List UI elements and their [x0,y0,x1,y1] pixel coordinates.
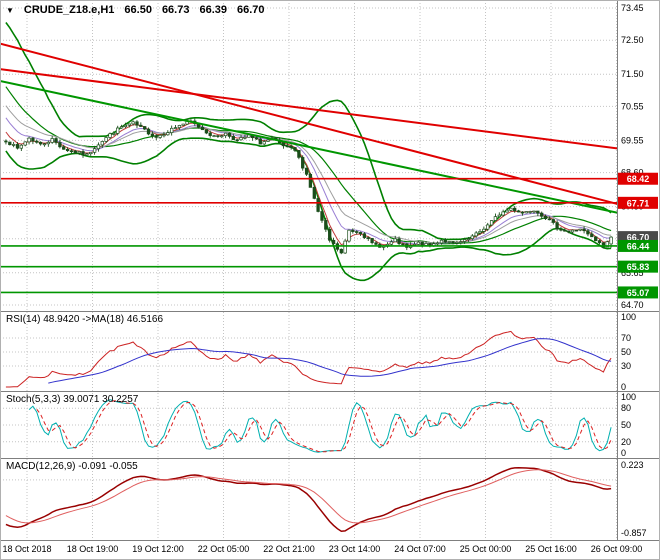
svg-text:70.55: 70.55 [621,101,644,111]
svg-text:50: 50 [621,420,631,430]
svg-text:72.50: 72.50 [621,35,644,45]
price-tag [618,260,658,273]
price-tag-label: 65.07 [627,288,650,298]
svg-text:70: 70 [621,333,631,343]
stoch-panel-layer [28,399,612,453]
candles-layer [4,118,613,255]
trendline-1 [0,42,617,205]
macd-bottom-scale: -0.857 [621,528,647,538]
svg-text:25 Oct 16:00: 25 Oct 16:00 [525,544,577,554]
svg-text:19 Oct 12:00: 19 Oct 12:00 [132,544,184,554]
price-tag-label: 66.70 [627,233,650,243]
rsi-ma-line [48,338,612,384]
macd-top-scale: 0.223 [621,460,644,470]
stoch-d-line [36,400,612,453]
svg-text:64.70: 64.70 [621,300,644,310]
price-tag-label: 65.83 [627,262,650,272]
svg-text:0: 0 [621,448,626,458]
grid-layer [0,0,617,540]
macd-panel-layer [5,467,612,532]
time-axis-hitarea[interactable] [0,540,660,560]
svg-text:100: 100 [621,392,636,402]
rsi-panel-layer [5,330,612,388]
price-tag [618,286,658,299]
trendlines-layer[interactable] [0,42,660,215]
price-tag-label: 67.71 [627,198,650,208]
panel-separators [0,0,660,541]
svg-text:73.45: 73.45 [621,3,644,13]
trendline-0 [0,68,617,150]
main-plot-layer [4,22,613,282]
price-axis-hitarea[interactable] [617,0,660,540]
svg-text:69.55: 69.55 [621,135,644,145]
svg-text:22 Oct 05:00: 22 Oct 05:00 [198,544,250,554]
svg-text:18 Oct 19:00: 18 Oct 19:00 [67,544,119,554]
svg-text:26 Oct 09:00: 26 Oct 09:00 [591,544,643,554]
svg-text:30: 30 [621,361,631,371]
price-tags-layer: 68.42 67.71 66.7066.44 65.83 65.07 [618,172,658,299]
price-tag [618,172,658,185]
price-tag [618,196,658,209]
bollinger-upper-line [5,22,612,241]
svg-text:50: 50 [621,347,631,357]
svg-text:65.65: 65.65 [621,268,644,278]
svg-text:20: 20 [621,437,631,447]
trendline-2 [0,79,617,214]
svg-text:23 Oct 14:00: 23 Oct 14:00 [329,544,381,554]
price-tag-label: 68.42 [627,174,650,184]
svg-text:71.50: 71.50 [621,69,644,79]
price-tag [618,239,658,252]
rsi-line [5,330,612,388]
svg-text:0: 0 [621,382,626,392]
price-levels-layer[interactable] [0,177,617,294]
stoch-k-line [28,399,612,453]
svg-text:18 Oct 2018: 18 Oct 2018 [2,544,51,554]
svg-text:24 Oct 07:00: 24 Oct 07:00 [394,544,446,554]
macd-signal-line [5,469,612,524]
macd-main-line [5,467,612,532]
svg-text:68.60: 68.60 [621,168,644,178]
svg-text:100: 100 [621,312,636,322]
svg-text:80: 80 [621,403,631,413]
price-tag-label: 66.44 [627,241,650,251]
svg-text:25 Oct 00:00: 25 Oct 00:00 [460,544,512,554]
ma-ribbon-line-0 [5,122,612,246]
svg-text:22 Oct 21:00: 22 Oct 21:00 [263,544,315,554]
ma-ribbon-line-2 [5,105,612,244]
time-axis-labels: 18 Oct 2018 18 Oct 19:00 19 Oct 12:00 22 Oc… [2,544,642,554]
bollinger-middle-line [5,86,612,245]
symbol-dropdown-icon[interactable]: ▼ [6,6,14,15]
